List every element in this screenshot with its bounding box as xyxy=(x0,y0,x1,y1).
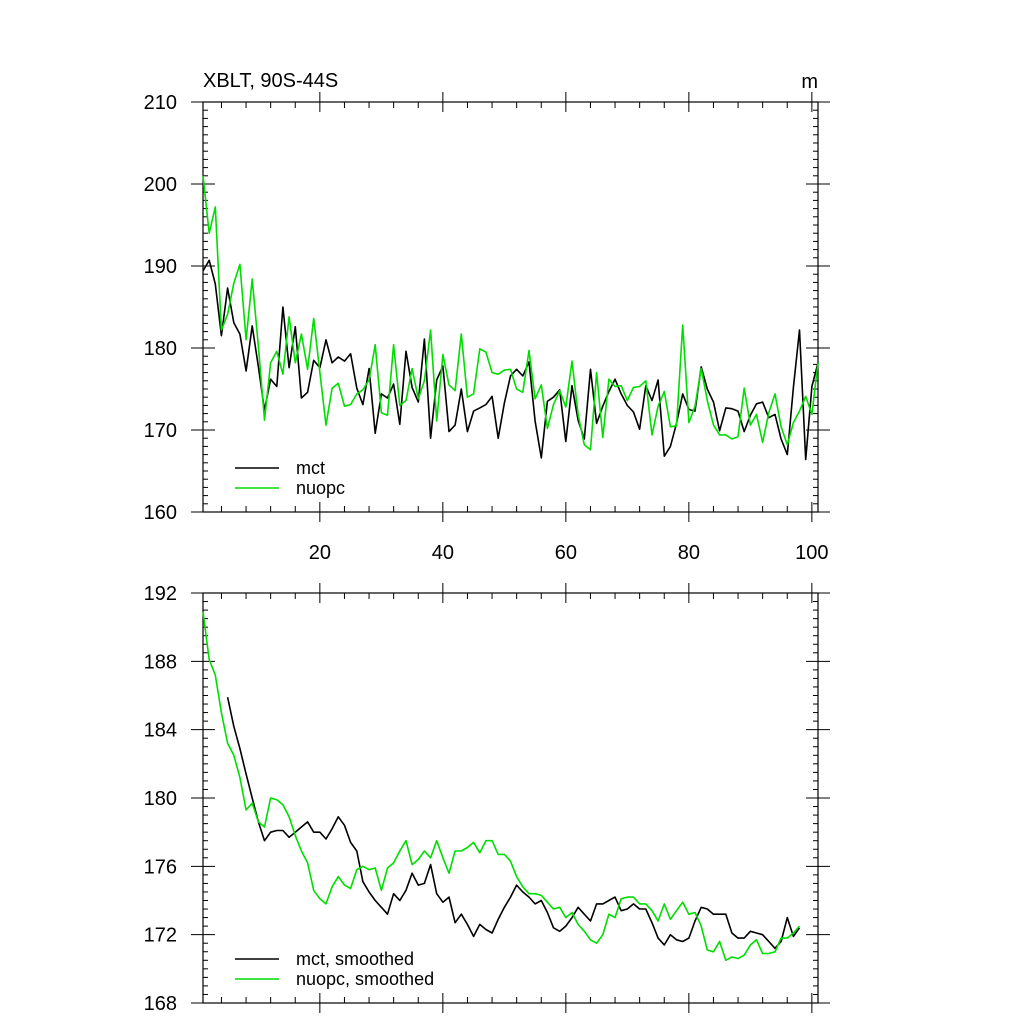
x-tick-label: 20 xyxy=(309,542,331,564)
bottom-panel: 168 172 176 180 184 188 192 mct, smoothednuopc,… xyxy=(144,583,830,1015)
series-line-nuopc xyxy=(202,175,819,451)
y-tick-label: 160 xyxy=(144,502,177,524)
legend-label: nuopc, smoothed xyxy=(296,969,434,989)
x-tick-label: 60 xyxy=(555,542,577,564)
y-tick-label: 192 xyxy=(144,583,177,605)
y-tick-label: 176 xyxy=(144,856,177,878)
y-tick-label: 172 xyxy=(144,925,177,947)
units-label: m xyxy=(801,71,818,93)
y-tick-label: 170 xyxy=(144,420,177,442)
plot-frame xyxy=(202,101,819,513)
legend-label: mct xyxy=(296,458,325,478)
chart-title: XBLT, 90S-44S xyxy=(203,70,338,92)
y-tick-label: 190 xyxy=(144,256,177,278)
plot-frame xyxy=(202,592,819,1004)
y-tick-label: 210 xyxy=(144,92,177,114)
y-tick-label: 168 xyxy=(144,993,177,1015)
x-tick-label: 80 xyxy=(678,542,700,564)
y-tick-label: 188 xyxy=(144,651,177,673)
x-tick-label: 100 xyxy=(795,542,828,564)
y-tick-label: 200 xyxy=(144,174,177,196)
y-tick-label: 184 xyxy=(144,720,177,742)
y-tick-label: 180 xyxy=(144,338,177,360)
x-tick-label: 40 xyxy=(432,542,454,564)
series-line-mct xyxy=(226,697,801,950)
legend-label: nuopc xyxy=(296,478,345,498)
top-panel: 20 40 60 80 100 160 170 180 190 200 210 XBLT, 90S-4… xyxy=(144,70,830,564)
legend-label: mct, smoothed xyxy=(296,949,414,969)
y-tick-label: 180 xyxy=(144,788,177,810)
series-line-nuopc xyxy=(202,611,801,962)
series-line-mct xyxy=(202,259,819,461)
